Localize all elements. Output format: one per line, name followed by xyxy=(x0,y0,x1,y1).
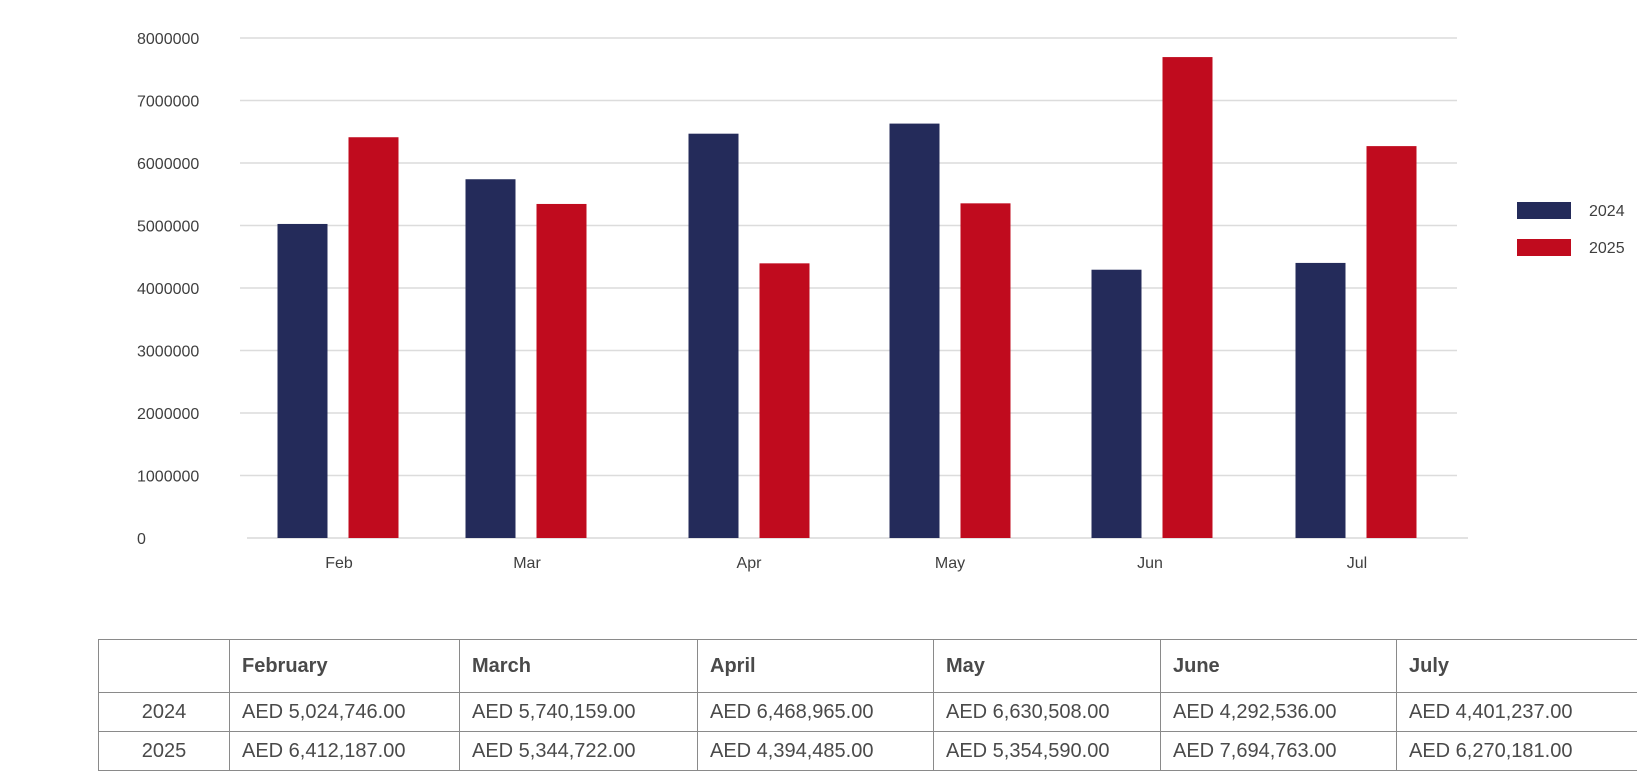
table-cell: AED 5,740,159.00 xyxy=(459,692,698,732)
y-tick-label: 2000000 xyxy=(137,406,199,423)
x-tick-label: Apr xyxy=(737,555,763,572)
table-cell: AED 6,630,508.00 xyxy=(933,692,1161,732)
x-axis-ticks: Feb Mar Apr May Jun Jul xyxy=(325,555,1367,572)
y-tick-label: 8000000 xyxy=(137,31,199,48)
legend: 2024 2025 xyxy=(1517,202,1625,257)
table-cell: AED 5,354,590.00 xyxy=(933,731,1161,771)
y-tick-label: 0 xyxy=(137,531,146,548)
x-tick-label: Mar xyxy=(513,555,541,572)
row-label: 2024 xyxy=(98,692,230,732)
table-cell: AED 7,694,763.00 xyxy=(1160,731,1397,771)
table-row: 2025 AED 6,412,187.00 AED 5,344,722.00 A… xyxy=(98,731,1637,771)
table-cell: AED 4,394,485.00 xyxy=(697,731,934,771)
bar-chart: 0 1000000 2000000 3000000 4000000 5000000 6000… xyxy=(137,31,1625,572)
table-header-cell: February xyxy=(229,639,460,693)
x-tick-label: Feb xyxy=(325,555,353,572)
table-header-cell: July xyxy=(1396,639,1637,693)
bar-2024-apr xyxy=(688,133,739,538)
bar-2024-mar xyxy=(465,179,516,539)
table-header-row: February March April May June July xyxy=(98,639,1637,693)
bar-2025-may xyxy=(960,203,1011,538)
y-tick-label: 3000000 xyxy=(137,344,199,361)
table-row: 2024 AED 5,024,746.00 AED 5,740,159.00 A… xyxy=(98,692,1637,732)
table-cell: AED 6,270,181.00 xyxy=(1396,731,1637,771)
bar-2025-jun xyxy=(1162,57,1213,539)
y-axis-ticks: 0 1000000 2000000 3000000 4000000 5000000 6000… xyxy=(137,31,199,548)
x-tick-label: Jul xyxy=(1347,555,1367,572)
bar-2024-feb xyxy=(277,223,328,538)
x-tick-label: May xyxy=(935,555,965,572)
y-tick-label: 7000000 xyxy=(137,94,199,111)
row-label: 2025 xyxy=(98,731,230,771)
bar-2025-jul xyxy=(1366,146,1417,538)
table-cell: AED 6,412,187.00 xyxy=(229,731,460,771)
table-cell: AED 4,401,237.00 xyxy=(1396,692,1637,732)
legend-label: 2025 xyxy=(1589,240,1625,257)
bar-2024-jun xyxy=(1091,269,1142,538)
table-header-cell xyxy=(98,639,230,693)
y-tick-label: 5000000 xyxy=(137,219,199,236)
y-tick-label: 4000000 xyxy=(137,281,199,298)
legend-swatch xyxy=(1517,202,1571,219)
legend-label: 2024 xyxy=(1589,203,1625,220)
bar-2024-jul xyxy=(1295,262,1346,538)
table-header-cell: March xyxy=(459,639,698,693)
x-tick-label: Jun xyxy=(1137,555,1163,572)
table-header-cell: May xyxy=(933,639,1161,693)
legend-swatch xyxy=(1517,239,1571,256)
table-header-cell: April xyxy=(697,639,934,693)
gridlines xyxy=(240,37,1468,539)
table-header-cell: June xyxy=(1160,639,1397,693)
bar-2025-apr xyxy=(759,263,810,538)
table-cell: AED 5,024,746.00 xyxy=(229,692,460,732)
y-tick-label: 6000000 xyxy=(137,156,199,173)
table-cell: AED 4,292,536.00 xyxy=(1160,692,1397,732)
table-cell: AED 6,468,965.00 xyxy=(697,692,934,732)
bars xyxy=(277,57,1417,539)
data-table: February March April May June July 2024 … xyxy=(98,639,1637,771)
table-cell: AED 5,344,722.00 xyxy=(459,731,698,771)
y-tick-label: 1000000 xyxy=(137,469,199,486)
bar-2025-feb xyxy=(348,137,399,538)
bar-2024-may xyxy=(889,123,940,538)
bar-2025-mar xyxy=(536,203,587,538)
